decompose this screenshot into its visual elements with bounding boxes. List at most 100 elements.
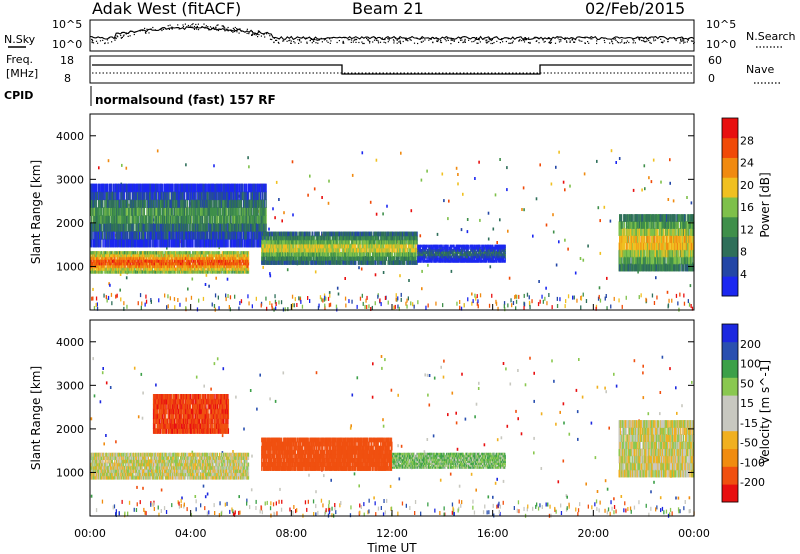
search-noise-dot — [396, 39, 398, 41]
feature-cell — [132, 262, 134, 266]
scatter-cell — [660, 180, 662, 184]
noise-tick-left-low: 10^0 — [52, 38, 82, 51]
search-noise-dot — [628, 41, 630, 44]
clutter-cell — [247, 294, 249, 299]
clutter-cell — [515, 306, 517, 311]
search-noise-dot — [168, 28, 170, 30]
search-noise-dot — [258, 30, 261, 32]
feature-cell — [90, 267, 92, 271]
search-noise-dot — [596, 40, 598, 42]
scatter-cell — [238, 194, 240, 198]
search-noise-dot — [122, 35, 125, 37]
feature-cell — [171, 207, 173, 216]
search-noise-dot — [353, 39, 355, 41]
search-noise-dot — [653, 38, 655, 40]
feature-cell — [156, 199, 158, 208]
scatter-cell — [268, 227, 270, 231]
search-noise-dot — [293, 41, 295, 43]
clutter-cell — [651, 293, 654, 298]
search-noise-dot — [524, 39, 526, 41]
feature-cell — [95, 199, 97, 208]
scatter-cell — [523, 208, 525, 212]
clutter-cell — [511, 303, 513, 308]
search-noise-dot — [447, 39, 449, 41]
feature-cell — [128, 262, 130, 266]
search-noise-dot — [399, 41, 401, 43]
feature-cell — [150, 259, 152, 263]
scatter-cell — [291, 160, 294, 164]
feature-cell — [126, 253, 128, 258]
scatter-cell — [119, 273, 122, 276]
search-noise-dot — [663, 40, 665, 42]
scatter-cell — [307, 193, 309, 197]
clutter-cell — [374, 301, 376, 306]
clutter-cell — [621, 304, 623, 309]
search-noise-dot — [222, 25, 224, 27]
feature-cell — [111, 262, 113, 266]
feature-cell — [113, 238, 115, 248]
search-noise-dot — [569, 41, 571, 43]
feature-cell — [105, 262, 107, 266]
clutter-cell — [327, 296, 330, 301]
scatter-cell — [128, 203, 131, 207]
feature-cell — [102, 238, 104, 248]
clutter-cell — [317, 305, 320, 310]
feature-cell — [104, 267, 106, 271]
search-noise-dot — [405, 39, 407, 41]
feature-cell — [138, 199, 140, 208]
power-data — [90, 149, 695, 312]
feature-cell — [173, 199, 175, 208]
search-noise-dot — [193, 25, 196, 28]
clutter-cell — [394, 304, 396, 309]
clutter-cell — [319, 295, 322, 300]
clutter-cell — [406, 298, 408, 303]
search-noise-dot — [621, 39, 623, 41]
clutter-cell — [544, 296, 546, 301]
search-noise-dot — [502, 41, 504, 43]
feature-cell — [97, 256, 99, 260]
search-noise-dot — [420, 41, 422, 43]
scatter-cell — [309, 174, 311, 178]
feature-cell — [99, 256, 101, 260]
search-noise-dot — [362, 42, 364, 45]
noise-trace — [89, 23, 695, 45]
clutter-cell — [541, 294, 543, 299]
search-noise-dot — [437, 39, 439, 42]
search-noise-dot — [230, 29, 232, 31]
clutter-cell — [599, 298, 602, 303]
clutter-cell — [412, 302, 414, 307]
scatter-cell — [98, 166, 100, 170]
feature-cell — [134, 267, 136, 271]
search-noise-dot — [660, 38, 662, 40]
scatter-cell — [489, 265, 492, 269]
search-noise-dot — [635, 37, 638, 39]
scatter-cell — [125, 276, 128, 280]
search-noise-dot — [379, 41, 382, 43]
search-noise-dot — [217, 29, 220, 32]
scatter-cell — [460, 228, 463, 232]
search-noise-dot — [144, 27, 146, 29]
scatter-cell — [107, 159, 110, 163]
search-noise-dot — [523, 39, 525, 41]
feature-cell — [98, 251, 100, 255]
search-noise-dot — [648, 39, 650, 42]
feature-cell — [91, 238, 93, 248]
scatter-cell — [466, 218, 469, 221]
clutter-cell — [572, 295, 574, 300]
search-noise-dot — [609, 42, 611, 44]
feature-cell — [107, 256, 109, 260]
search-noise-dot — [318, 39, 320, 41]
feature-cell — [114, 262, 116, 266]
feature-cell — [187, 207, 189, 216]
scatter-cell — [499, 158, 501, 161]
search-noise-dot — [596, 42, 598, 45]
clutter-cell — [548, 293, 550, 297]
search-noise-dot — [387, 38, 389, 40]
feature-cell — [129, 253, 131, 258]
clutter-cell — [476, 294, 478, 299]
feature-cell — [120, 251, 122, 255]
feature-cell — [102, 270, 104, 274]
clutter-cell — [105, 295, 107, 300]
search-noise-dot — [410, 39, 412, 41]
clutter-cell — [287, 307, 289, 312]
